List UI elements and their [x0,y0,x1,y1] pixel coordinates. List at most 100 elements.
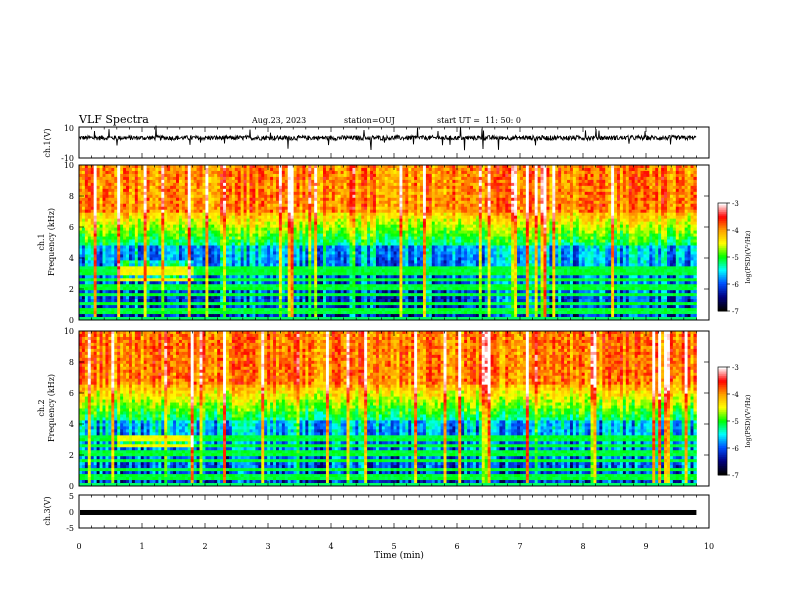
spectrogram-cell [270,224,274,228]
spectrogram-cell [202,182,206,187]
spectrogram-cell [311,248,315,252]
spectrogram-cell [249,203,253,208]
spectrogram-cell [220,245,224,249]
spectrogram-cell [134,269,139,273]
spectrogram-cell [278,179,283,184]
spectrogram-cell [181,173,186,178]
spectrogram-cell [340,305,344,309]
spectrogram-cell [111,293,115,297]
spectrogram-cell [176,257,180,261]
spectrogram-cell [128,206,133,211]
spectrogram-cell [214,287,218,291]
spectrogram-cell [164,314,168,318]
spectrogram-cell [202,233,206,237]
spectrogram-cell [217,203,221,208]
spectrogram-cell [343,212,347,217]
spectrogram-cell [352,293,356,297]
spectrogram-cell [190,278,195,282]
spectrogram-cell [79,284,83,288]
spectrogram-cell [108,311,112,315]
spectrogram-cell [237,308,242,312]
spectrogram-cell [170,287,174,291]
spectrogram-cell [252,194,256,199]
spectrogram-cell [296,224,300,228]
spectrogram-cell [231,218,236,223]
spectrogram-cell [267,281,271,285]
spectrogram-cell [170,275,174,279]
spectrogram-cell [214,185,218,190]
spectrogram-cell [270,182,274,187]
spectrogram-cell [164,290,168,294]
spectrogram-cell [314,182,318,187]
spectrogram-cell [323,251,327,255]
spectrogram-cell [314,284,318,288]
spectrogram-cell [261,248,265,252]
spectrogram-cell [105,203,109,208]
spectrogram-cell [340,287,344,291]
spectrogram-cell [184,245,189,249]
spectrogram-cell [143,239,148,243]
spectrogram-cell [273,242,277,246]
spectrogram-cell [137,182,142,187]
spectrogram-cell [302,281,306,285]
spectrogram-cell [305,284,309,288]
spectrogram-cell [190,188,195,193]
spectrogram-cell [205,293,209,297]
spectrogram-cell [320,203,324,208]
spectrogram-cell [128,305,133,309]
spectrogram-cell [87,185,92,190]
spectrogram-cell [228,266,233,270]
spectrogram-cell [220,275,224,279]
spectrogram-cell [328,245,333,249]
spectrogram-cell [214,278,218,282]
spectrogram-cell [267,203,271,208]
spectrogram-cell [123,191,127,196]
spectrogram-cell [134,224,139,228]
spectrogram-cell [108,275,112,279]
spectrogram-cell [93,209,98,214]
spectrogram-cell [105,287,109,291]
spectrogram-cell [149,165,153,169]
spectrogram-cell [237,239,242,243]
spectrogram-cell [152,221,156,226]
spectrogram-cell [278,194,283,199]
spectrogram-cell [99,173,103,178]
spectrogram-cell [87,278,92,282]
spectrogram-cell [93,227,98,231]
spectrogram-cell [181,188,186,193]
spectrogram-cell [181,236,186,240]
spectrogram-cell [325,233,330,237]
spectrogram-cell [117,263,121,267]
spectrogram-cell [202,272,206,276]
spectrogram-cell [79,227,83,231]
spectrogram-cell [190,308,195,312]
spectrogram-cell [214,251,218,255]
spectrogram-cell [202,167,206,172]
spectrogram-cell [287,260,292,264]
spectrogram-cell [211,165,215,169]
spectrogram-cell [102,197,106,202]
spectrogram-cell [108,299,112,303]
spectrogram-cell [328,221,333,226]
spectrogram-cell [287,165,292,169]
spectrogram-cell [314,218,318,223]
spectrogram-cell [187,191,192,196]
spectrogram-cell [128,314,133,318]
spectrogram-cell [331,188,336,193]
spectrogram-cell [284,251,289,255]
spectrogram-cell [311,299,315,303]
spectrogram-cell [302,296,306,300]
spectrogram-cell [111,272,115,276]
spectrogram-cell [299,239,303,243]
spectrogram-cell [270,239,274,243]
spectrogram-cell [190,176,195,181]
spectrogram-cell [278,215,283,220]
spectrogram-cell [217,314,221,318]
spectrogram-cell [120,167,124,172]
spectrogram-cell [134,233,139,237]
spectrogram-cell [190,287,195,291]
spectrogram-cell [181,296,186,300]
spectrogram-cell [140,248,145,252]
spectrogram-cell [302,269,306,273]
spectrogram-cell [134,266,139,270]
